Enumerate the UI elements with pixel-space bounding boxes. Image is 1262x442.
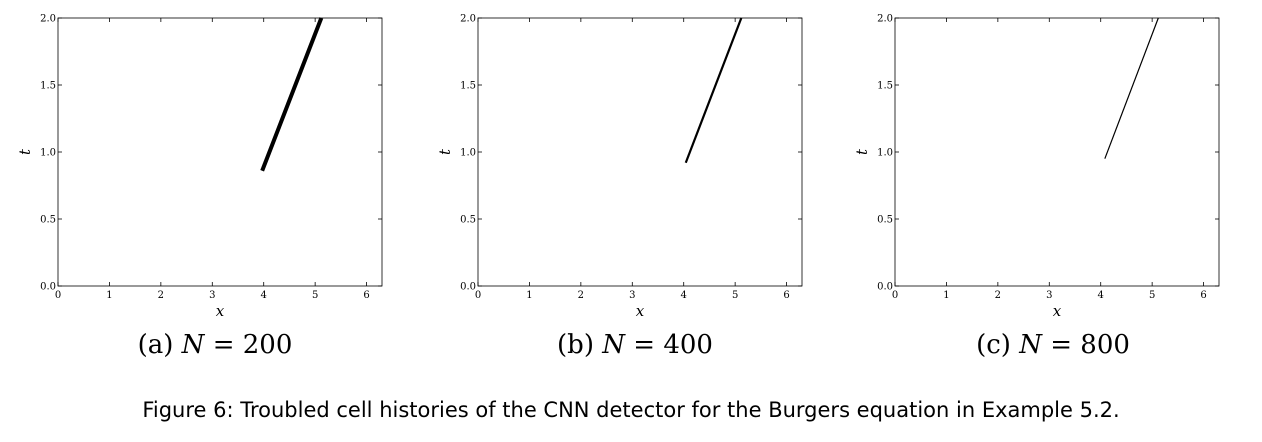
x-tick-label: 3 [209,290,215,301]
y-tick-label: 0.5 [460,215,476,226]
chart-svg-a: 0 1 2 3 4 5 6 0.0 0.5 1.0 1.5 2.0 x t [16,14,383,320]
y-tick-label: 0.0 [877,282,893,293]
x-axis-label: x [636,302,645,320]
x-tick-label: 4 [1098,290,1104,301]
x-tick-label: 0 [475,290,481,301]
troubled-cell-line [260,17,324,172]
plot-frame [477,17,803,287]
y-tick-label: 1.0 [40,148,56,159]
plot-frame [894,17,1220,287]
chart-panel-c: 0 1 2 3 4 5 6 0.0 0.5 1.0 1.5 2.0 x t [837,0,1237,320]
chart-panel-a: 0 1 2 3 4 5 6 0.0 0.5 1.0 1.5 2.0 x t [0,0,400,320]
x-tick-label: 5 [312,290,318,301]
subcaption-var: N [181,330,205,360]
x-axis-label: x [1053,302,1062,320]
x-tick-label: 0 [892,290,898,301]
troubled-cell-line [1104,17,1159,159]
chart-svg-b: 0 1 2 3 4 5 6 0.0 0.5 1.0 1.5 2.0 x t [436,14,803,320]
y-tick-label: 1.5 [460,81,476,92]
x-tick-label: 2 [995,290,1001,301]
x-tick-label: 2 [158,290,164,301]
x-tick-label: 2 [578,290,584,301]
y-axis-label: t [853,148,871,155]
y-tick-label: 2.0 [877,14,893,25]
troubled-cell-line [684,17,743,164]
subcaption-value: 400 [663,330,713,360]
chart-svg-c: 0 1 2 3 4 5 6 0.0 0.5 1.0 1.5 2.0 x t [853,14,1220,320]
subcaption-op: = [212,330,235,360]
figure-caption: Figure 6: Troubled cell histories of the… [142,398,1120,422]
x-tick-label: 3 [1046,290,1052,301]
subcaption-c: (c) N = 800 [853,330,1253,360]
y-tick-label: 0.0 [460,282,476,293]
x-tick-label: 3 [629,290,635,301]
x-tick-label: 5 [1149,290,1155,301]
y-tick-label: 2.0 [460,14,476,25]
plot-frame [57,17,383,287]
y-tick-label: 0.5 [877,215,893,226]
x-tick-label: 0 [55,290,61,301]
x-tick-label: 4 [261,290,267,301]
y-tick-label: 1.0 [877,148,893,159]
subcaption-var: N [602,330,625,360]
y-tick-label: 1.0 [460,148,476,159]
x-tick-label: 6 [363,290,369,301]
y-tick-label: 0.0 [40,282,56,293]
subcaption-value: 200 [242,330,293,360]
subcaption-b: (b) N = 400 [435,330,835,360]
subcaption-var: N [1019,330,1042,360]
x-tick-label: 1 [943,290,949,301]
subcaption-op: = [633,330,656,360]
x-tick-label: 6 [1200,290,1206,301]
subcaption-prefix: (b) [557,330,594,360]
subcaption-prefix: (c) [976,330,1011,360]
x-tick-label: 6 [783,290,789,301]
y-tick-label: 2.0 [40,14,56,25]
x-tick-label: 1 [106,290,112,301]
x-axis-label: x [216,302,225,320]
x-tick-label: 5 [732,290,738,301]
y-tick-label: 1.5 [877,81,893,92]
x-tick-label: 1 [526,290,532,301]
y-tick-label: 1.5 [40,81,56,92]
y-tick-label: 0.5 [40,215,56,226]
x-tick-label: 4 [681,290,687,301]
subcaption-a: (a) N = 200 [15,330,415,360]
y-axis-label: t [16,148,34,155]
subcaption-value: 800 [1080,330,1130,360]
subcaption-op: = [1050,330,1073,360]
y-axis-label: t [436,148,454,155]
chart-panel-b: 0 1 2 3 4 5 6 0.0 0.5 1.0 1.5 2.0 x t [420,0,820,320]
subcaption-prefix: (a) [137,330,174,360]
